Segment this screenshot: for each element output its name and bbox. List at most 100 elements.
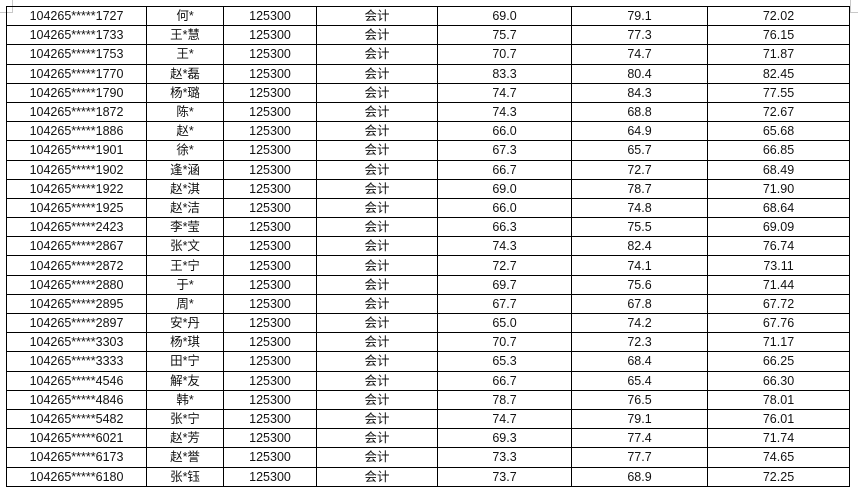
score-2-cell: 76.5 <box>571 389 708 410</box>
major-code-cell: 125300 <box>223 121 317 142</box>
score-2-cell: 67.8 <box>571 293 708 315</box>
total-score-cell: 77.55 <box>707 82 850 103</box>
name-cell: 何* <box>146 5 224 27</box>
score-1-cell: 72.7 <box>437 255 572 276</box>
candidate-id-cell: 104265*****1770 <box>6 63 147 84</box>
name-cell: 赵*芳 <box>146 428 224 449</box>
name-cell: 徐* <box>146 140 224 161</box>
table-row: 104265*****1886 赵* 125300 会计 66.0 64.9 65.68 <box>6 121 850 142</box>
total-score-cell: 72.02 <box>707 5 850 27</box>
total-score-cell: 72.25 <box>707 466 850 487</box>
candidate-id-cell: 104265*****1902 <box>6 159 147 180</box>
name-cell: 安*丹 <box>146 312 224 334</box>
table-row: 104265*****4846 韩* 125300 会计 78.7 76.5 78.01 <box>6 389 850 410</box>
score-1-cell: 67.7 <box>437 293 572 315</box>
table-body: 104265*****1727 何* 125300 会计 69.0 79.1 72.02 10… <box>6 5 850 487</box>
page-corner-mark-right <box>850 12 858 13</box>
table-row: 104265*****1872 陈* 125300 会计 74.3 68.8 72.67 <box>6 101 850 123</box>
major-cell: 会计 <box>316 466 438 487</box>
major-cell: 会计 <box>316 25 438 46</box>
score-2-cell: 74.2 <box>571 312 708 334</box>
major-cell: 会计 <box>316 351 438 372</box>
score-2-cell: 84.3 <box>571 82 708 103</box>
major-cell: 会计 <box>316 293 438 315</box>
major-cell: 会计 <box>316 63 438 84</box>
name-cell: 逢*涵 <box>146 159 224 180</box>
total-score-cell: 76.01 <box>707 408 850 430</box>
candidate-id-cell: 104265*****2895 <box>6 293 147 315</box>
major-code-cell: 125300 <box>223 63 317 84</box>
name-cell: 杨*璐 <box>146 82 224 103</box>
table-row: 104265*****1902 逢*涵 125300 会计 66.7 72.7 68.49 <box>6 159 850 180</box>
major-cell: 会计 <box>316 370 438 391</box>
candidate-id-cell: 104265*****2867 <box>6 236 147 257</box>
major-code-cell: 125300 <box>223 140 317 161</box>
candidate-id-cell: 104265*****6021 <box>6 428 147 449</box>
name-cell: 李*莹 <box>146 217 224 238</box>
score-1-cell: 74.7 <box>437 82 572 103</box>
score-1-cell: 69.0 <box>437 5 572 27</box>
total-score-cell: 71.87 <box>707 44 850 65</box>
major-cell: 会计 <box>316 121 438 142</box>
score-2-cell: 77.3 <box>571 25 708 46</box>
total-score-cell: 66.30 <box>707 370 850 391</box>
table-row: 104265*****2423 李*莹 125300 会计 66.3 75.5 69.09 <box>6 217 850 238</box>
table-row: 104265*****6180 张*钰 125300 会计 73.7 68.9 72.25 <box>6 466 850 487</box>
name-cell: 王* <box>146 44 224 65</box>
score-2-cell: 74.7 <box>571 44 708 65</box>
score-table: 104265*****1727 何* 125300 会计 69.0 79.1 72.02 10… <box>6 5 850 487</box>
table-row: 104265*****5482 张*宁 125300 会计 74.7 79.1 76.01 <box>6 408 850 430</box>
candidate-id-cell: 104265*****1727 <box>6 5 147 27</box>
score-1-cell: 65.3 <box>437 351 572 372</box>
score-1-cell: 73.7 <box>437 466 572 487</box>
major-cell: 会计 <box>316 82 438 103</box>
major-cell: 会计 <box>316 332 438 353</box>
name-cell: 田*宁 <box>146 351 224 372</box>
name-cell: 赵*磊 <box>146 63 224 84</box>
total-score-cell: 71.17 <box>707 332 850 353</box>
score-2-cell: 77.7 <box>571 447 708 468</box>
score-1-cell: 67.3 <box>437 140 572 161</box>
score-1-cell: 69.0 <box>437 178 572 199</box>
score-1-cell: 70.7 <box>437 44 572 65</box>
major-cell: 会计 <box>316 178 438 199</box>
table-row: 104265*****3303 杨*琪 125300 会计 70.7 72.3 71.17 <box>6 332 850 353</box>
name-cell: 杨*琪 <box>146 332 224 353</box>
name-cell: 张*宁 <box>146 408 224 430</box>
score-1-cell: 83.3 <box>437 63 572 84</box>
table-row: 104265*****2895 周* 125300 会计 67.7 67.8 67.72 <box>6 293 850 315</box>
candidate-id-cell: 104265*****2880 <box>6 274 147 295</box>
major-code-cell: 125300 <box>223 351 317 372</box>
score-1-cell: 66.0 <box>437 121 572 142</box>
score-2-cell: 68.4 <box>571 351 708 372</box>
name-cell: 王*慧 <box>146 25 224 46</box>
name-cell: 张*钰 <box>146 466 224 487</box>
major-code-cell: 125300 <box>223 428 317 449</box>
major-cell: 会计 <box>316 447 438 468</box>
major-cell: 会计 <box>316 408 438 430</box>
major-code-cell: 125300 <box>223 255 317 276</box>
major-code-cell: 125300 <box>223 408 317 430</box>
table-row: 104265*****1901 徐* 125300 会计 67.3 65.7 66.85 <box>6 140 850 161</box>
candidate-id-cell: 104265*****4546 <box>6 370 147 391</box>
table-row: 104265*****2872 王*宁 125300 会计 72.7 74.1 73.11 <box>6 255 850 276</box>
score-1-cell: 69.3 <box>437 428 572 449</box>
score-1-cell: 74.3 <box>437 236 572 257</box>
table-row: 104265*****1922 赵*淇 125300 会计 69.0 78.7 71.90 <box>6 178 850 199</box>
candidate-id-cell: 104265*****1925 <box>6 197 147 219</box>
major-cell: 会计 <box>316 389 438 410</box>
major-code-cell: 125300 <box>223 389 317 410</box>
major-code-cell: 125300 <box>223 5 317 27</box>
total-score-cell: 65.68 <box>707 121 850 142</box>
candidate-id-cell: 104265*****5482 <box>6 408 147 430</box>
total-score-cell: 71.44 <box>707 274 850 295</box>
total-score-cell: 74.65 <box>707 447 850 468</box>
score-2-cell: 72.3 <box>571 332 708 353</box>
candidate-id-cell: 104265*****4846 <box>6 389 147 410</box>
table-row: 104265*****2867 张*文 125300 会计 74.3 82.4 76.74 <box>6 236 850 257</box>
score-2-cell: 65.4 <box>571 370 708 391</box>
score-1-cell: 74.3 <box>437 101 572 123</box>
major-cell: 会计 <box>316 217 438 238</box>
major-code-cell: 125300 <box>223 25 317 46</box>
table-row: 104265*****1790 杨*璐 125300 会计 74.7 84.3 77.55 <box>6 82 850 103</box>
